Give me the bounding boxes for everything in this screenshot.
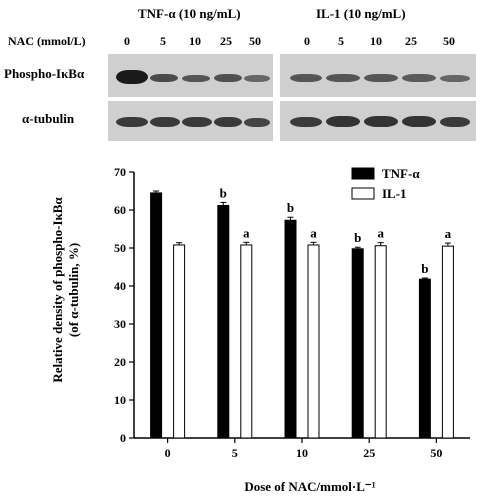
tnf-group-label: TNF-α (10 ng/mL): [138, 6, 241, 21]
y-tick-label: 60: [114, 203, 126, 217]
y-tick-label: 40: [114, 279, 126, 293]
phospho-ikba-blot-tnf: [108, 54, 273, 97]
y-tick-label: 0: [120, 431, 126, 445]
legend-label-tnf: TNF-α: [382, 166, 420, 181]
band: [150, 117, 180, 127]
tnf-dose-10: 10: [189, 34, 201, 48]
tnf-dose-5: 5: [160, 34, 166, 48]
bar-tnf: [351, 248, 364, 439]
significance-label: b: [354, 230, 361, 245]
band: [326, 116, 360, 127]
chart-axes: 0 10 20 30 40 50 60 70 0 5 10 25 50: [114, 165, 470, 460]
y-axis-label-line2: (of α-tubulin, %): [66, 243, 81, 337]
significance-label: b: [287, 200, 294, 215]
band: [182, 117, 212, 127]
band: [440, 117, 470, 127]
significance-label: a: [377, 226, 384, 241]
x-axis-label: Dose of NAC/mmol·L⁻¹: [244, 479, 375, 494]
band: [214, 74, 242, 82]
il1-dose-25: 25: [405, 34, 417, 48]
band: [116, 70, 148, 84]
il1-dose-50: 50: [443, 34, 455, 48]
phospho-ikba-blot-il1: [280, 54, 476, 97]
bar-tnf: [284, 219, 297, 439]
y-tick-label: 50: [114, 241, 126, 255]
tnf-dose-25: 25: [220, 34, 232, 48]
significance-label: a: [243, 225, 250, 240]
significance-label: a: [310, 225, 317, 240]
il1-dose-5: 5: [338, 34, 344, 48]
significance-label: b: [220, 185, 227, 200]
bar-chart: 0 10 20 30 40 50 60 70 0 5 10 25 50 b a b a b a b a TNF-α IL…: [50, 165, 470, 494]
tnf-dose-0: 0: [124, 34, 130, 48]
bar-il1: [374, 245, 387, 439]
x-tick-label: 10: [296, 446, 308, 460]
legend-swatch-il1: [351, 187, 375, 200]
bar-il1: [441, 245, 454, 439]
band: [364, 74, 398, 82]
phospho-ikba-row-label: Phospho-IκBα: [4, 66, 85, 81]
y-tick-label: 70: [114, 165, 126, 179]
x-tick-label: 0: [165, 446, 171, 460]
band: [326, 74, 360, 82]
bar-tnf: [418, 278, 431, 439]
chart-legend: TNF-α IL-1: [351, 166, 420, 201]
nac-dose-label: NAC (mmol/L): [8, 34, 86, 48]
band: [116, 117, 148, 127]
y-tick-label: 10: [114, 393, 126, 407]
band: [402, 74, 436, 82]
bar-il1: [173, 244, 186, 439]
band: [182, 75, 210, 82]
bar-il1: [240, 244, 253, 439]
band: [150, 74, 178, 82]
x-tick-label: 25: [363, 446, 375, 460]
tnf-dose-50: 50: [249, 34, 261, 48]
chart-bars: b a b a b a b a: [150, 185, 454, 439]
x-tick-label: 5: [232, 446, 238, 460]
significance-label: a: [445, 226, 452, 241]
legend-swatch-tnf: [351, 167, 375, 180]
tubulin-row-label: α-tubulin: [22, 111, 75, 126]
band: [402, 116, 436, 127]
significance-label: b: [421, 261, 428, 276]
band: [440, 75, 470, 82]
bar-tnf: [217, 204, 230, 439]
tubulin-blot-il1: [280, 101, 476, 141]
band: [290, 117, 322, 127]
y-tick-label: 30: [114, 317, 126, 331]
bar-il1: [307, 244, 320, 439]
il1-group-label: IL-1 (10 ng/mL): [316, 6, 406, 21]
band: [214, 117, 242, 127]
band: [364, 116, 398, 127]
band: [290, 74, 322, 82]
legend-label-il1: IL-1: [382, 186, 407, 201]
y-tick-label: 20: [114, 355, 126, 369]
il1-dose-0: 0: [304, 34, 310, 48]
tubulin-blot-tnf: [108, 101, 273, 141]
y-axis-label: Relative density of phospho-IκBα: [50, 197, 65, 383]
il1-dose-10: 10: [370, 34, 382, 48]
band: [244, 75, 270, 82]
x-tick-label: 50: [430, 446, 442, 460]
band: [244, 118, 270, 127]
bar-tnf: [150, 192, 163, 439]
